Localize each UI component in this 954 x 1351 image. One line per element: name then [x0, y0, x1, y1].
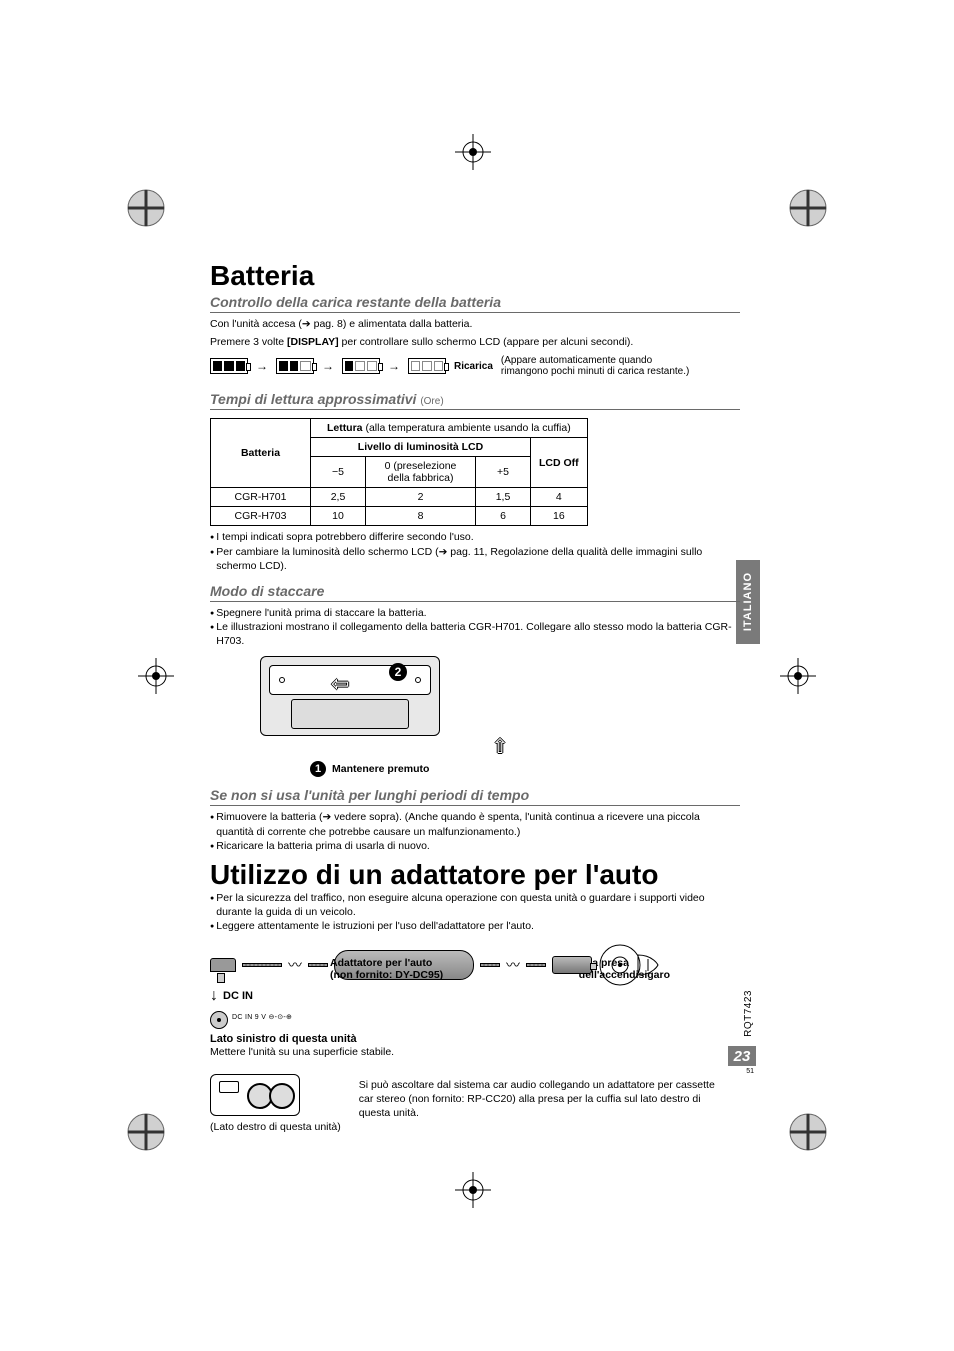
- th-lettura: Lettura (alla temperatura ambiente usand…: [311, 419, 588, 438]
- regmark-tl: [124, 186, 168, 230]
- table-note2: Per cambiare la luminosità dello schermo…: [210, 545, 740, 573]
- detach-bullet2: Le illustrazioni mostrano il collegament…: [210, 620, 740, 648]
- dc-plug-icon: [210, 958, 236, 972]
- cable-icon: [526, 963, 546, 967]
- audio-note-row: (Lato destro di questa unità) Si può asc…: [210, 1074, 740, 1134]
- push-arrow-icon: ⇧: [260, 734, 740, 759]
- sheet-number: 51: [746, 1068, 754, 1075]
- ricarica-label: Ricarica: [454, 361, 493, 372]
- table-row: CGR-H703 10 8 6 16: [211, 507, 588, 526]
- cable-break-icon: 〰: [288, 955, 302, 975]
- arrow-icon: →: [256, 359, 268, 373]
- longtime-bullet1: Rimuovere la batteria (➔ vedere sopra). …: [210, 810, 740, 838]
- subheading-detach: Modo di staccare: [210, 583, 740, 602]
- dc-port-icon: [210, 1011, 228, 1029]
- th-lcdoff: LCD Off: [531, 438, 588, 488]
- longtime-bullet2: Ricaricare la batteria prima di usarla d…: [210, 839, 740, 853]
- battery-level-sequence: → → → Ricarica (Appare automaticamente q…: [210, 355, 740, 377]
- th-livello: Livello di luminosità LCD: [311, 438, 531, 457]
- dcin-label: ↓ DC IN: [210, 987, 740, 1005]
- battery-icon-1: [342, 358, 380, 374]
- crosshair-left: [138, 658, 174, 694]
- col-minus5: −5: [311, 457, 366, 488]
- language-tab-label: ITALIANO: [742, 572, 754, 631]
- hold-label: 1 Mantenere premuto: [310, 761, 740, 777]
- right-side-illustration: [210, 1074, 300, 1116]
- crosshair-top: [455, 134, 491, 170]
- left-side-note: Mettere l'unità su una superficie stabil…: [210, 1045, 740, 1059]
- battery-icon-full: [210, 358, 248, 374]
- crosshair-right: [780, 658, 816, 694]
- check-line2: Premere 3 volte [DISPLAY] per controllar…: [210, 335, 740, 349]
- audio-note-text: Si può ascoltare dal sistema car audio c…: [359, 1078, 729, 1121]
- car-warn2: Leggere attentamente le istruzioni per l…: [210, 919, 740, 933]
- cable-icon: [480, 963, 500, 967]
- adapter-caption: Adattatore per l'auto (non fornito: DY-D…: [330, 957, 443, 981]
- table-row: CGR-H701 2,5 2 1,5 4: [211, 488, 588, 507]
- regmark-br: [786, 1110, 830, 1154]
- cable-break-icon: 〰: [506, 955, 520, 975]
- col-preset: 0 (preselezione della fabbrica): [366, 457, 476, 488]
- document-code: RQT7423: [743, 990, 754, 1037]
- cable-icon: [308, 963, 328, 967]
- arrow-icon: →: [322, 359, 334, 373]
- arrow-down-icon: ↓: [210, 987, 218, 1005]
- detach-illustration: ⇦ 2 ⇧: [260, 656, 740, 759]
- dcin-spec: DC IN 9 V ⊖-⊙-⊕: [232, 1013, 292, 1021]
- right-side-caption: (Lato destro di questa unità): [210, 1120, 341, 1134]
- crosshair-bottom: [455, 1172, 491, 1208]
- playtime-table: Batteria Lettura (alla temperatura ambie…: [210, 418, 588, 526]
- th-batteria: Batteria: [211, 419, 311, 488]
- cable-icon: [242, 963, 282, 967]
- col-plus5: +5: [476, 457, 531, 488]
- arrow-icon: →: [388, 359, 400, 373]
- step1-badge: 1: [310, 761, 326, 777]
- regmark-tr: [786, 186, 830, 230]
- check-line1: Con l'unità accesa (➔ pag. 8) e alimenta…: [210, 317, 740, 331]
- detach-bullet1: Spegnere l'unità prima di staccare la ba…: [210, 606, 740, 620]
- battery-icon-2: [276, 358, 314, 374]
- heading-battery: Batteria: [210, 260, 740, 292]
- table-note1: I tempi indicati sopra potrebbero differ…: [210, 530, 740, 544]
- slide-arrow-icon: ⇦: [331, 671, 349, 697]
- left-side-title: Lato sinistro di questa unità: [210, 1033, 357, 1045]
- heading-car: Utilizzo di un adattatore per l'auto: [210, 859, 740, 891]
- battery-icon-empty: [408, 358, 446, 374]
- subheading-times: Tempi di lettura approssimativi (Ore): [210, 391, 740, 410]
- subheading-longtime: Se non si usa l'unità per lunghi periodi…: [210, 787, 740, 806]
- car-warn1: Per la sicurezza del traffico, non esegu…: [210, 891, 740, 919]
- subheading-check: Controllo della carica restante della ba…: [210, 294, 740, 313]
- regmark-bl: [124, 1110, 168, 1154]
- ricarica-note: (Appare automaticamente quando rimangono…: [501, 355, 701, 377]
- lighter-plug-icon: [552, 956, 592, 974]
